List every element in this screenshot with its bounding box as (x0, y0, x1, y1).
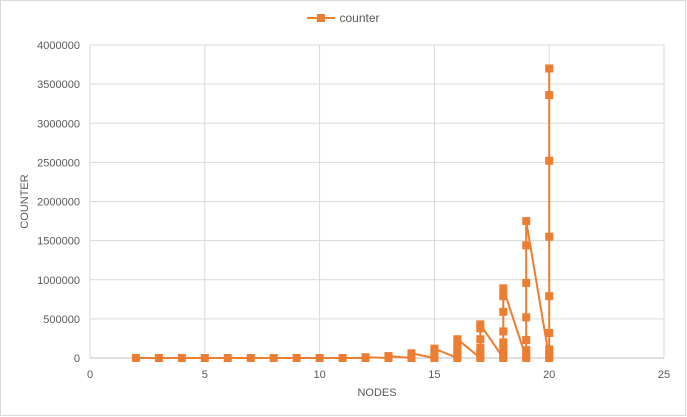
data-point (453, 335, 462, 344)
x-tick-label: 25 (658, 369, 670, 381)
y-tick-label: 4000000 (37, 40, 80, 52)
data-point (453, 339, 462, 348)
data-point (154, 354, 163, 362)
y-axis-title: COUNTER (19, 174, 31, 228)
data-point (545, 64, 554, 73)
y-tick-label: 0 (74, 353, 80, 365)
gridlines (89, 44, 665, 359)
data-point (499, 327, 508, 336)
x-tick-label: 20 (543, 369, 555, 381)
data-point (499, 344, 508, 353)
series-lines (135, 68, 551, 359)
data-point (522, 351, 531, 360)
data-point (315, 354, 324, 362)
x-axis-title: NODES (357, 387, 396, 399)
data-point (200, 354, 209, 362)
data-point (131, 354, 140, 362)
data-point (545, 91, 554, 100)
data-point (453, 345, 462, 354)
data-point (292, 354, 301, 362)
data-point (499, 307, 508, 316)
data-point (545, 156, 554, 165)
data-point (545, 351, 554, 360)
y-tick-label: 1000000 (37, 275, 80, 287)
data-point (476, 349, 485, 358)
data-point (384, 352, 393, 361)
data-point (522, 278, 531, 287)
data-point (545, 345, 554, 354)
data-point (177, 354, 186, 362)
data-point (522, 241, 531, 250)
series-line (135, 68, 551, 359)
data-point (499, 349, 508, 358)
x-tick-label: 0 (87, 369, 93, 381)
series-points (131, 64, 554, 362)
legend-label: counter (339, 10, 380, 25)
data-point (476, 335, 485, 344)
data-point (269, 354, 278, 362)
data-point (407, 349, 416, 358)
x-tick-label: 10 (313, 369, 325, 381)
y-tick-label: 3500000 (37, 79, 80, 91)
data-point (522, 336, 531, 345)
y-tick-label: 2500000 (37, 157, 80, 169)
data-point (223, 354, 232, 362)
data-point (476, 343, 485, 352)
data-point (246, 354, 255, 362)
y-tick-label: 3000000 (37, 118, 80, 130)
data-point (522, 313, 531, 322)
data-point (430, 344, 439, 353)
y-tick-label: 500000 (43, 314, 80, 326)
data-point (499, 338, 508, 347)
data-point (545, 292, 554, 301)
data-point (522, 217, 531, 226)
data-point (338, 354, 347, 362)
legend: counter (0, 10, 687, 26)
data-point (522, 346, 531, 355)
data-point (499, 284, 508, 293)
y-tick-label: 2000000 (37, 197, 80, 209)
data-point (476, 320, 485, 329)
x-tick-label: 15 (428, 369, 440, 381)
data-point (545, 232, 554, 241)
y-tick-label: 1500000 (37, 236, 80, 248)
legend-marker-icon (307, 11, 336, 25)
axes: 0 500000 1000000 1500000 2000000 2500000 30000… (37, 40, 670, 381)
x-tick-label: 5 (202, 369, 208, 381)
data-point (361, 353, 370, 362)
data-point (499, 292, 508, 301)
data-point (545, 328, 554, 337)
